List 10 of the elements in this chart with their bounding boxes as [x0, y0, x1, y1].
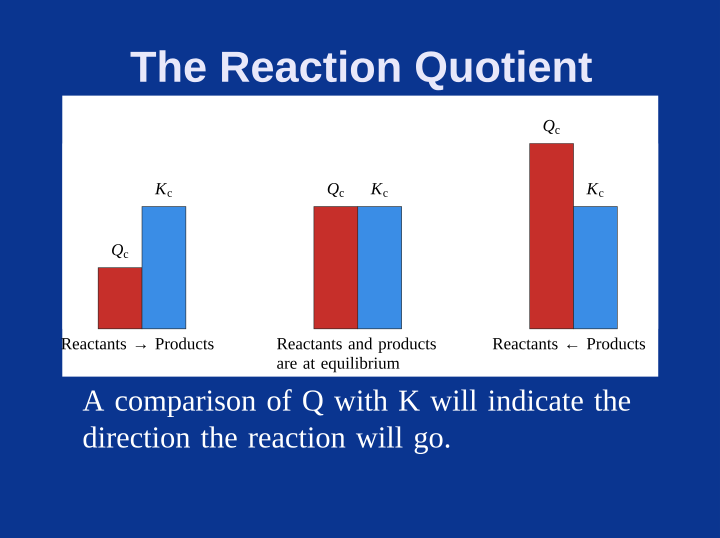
text: A comparison of Q with K will indicate the direction the reaction will go. [82, 389, 630, 454]
chart-title: The Reaction Quotient [130, 50, 592, 90]
x-tick-label: Reactants ← Products [492, 337, 646, 350]
x-tick-label: Reactants and products are at equilibrium [277, 337, 436, 372]
series-label: K$_{c}$ [154, 183, 172, 197]
series-label: Q$_{c}$ [544, 120, 560, 134]
text: Q$_{c}$ [112, 244, 128, 258]
text: K$_{c}$ [586, 183, 604, 197]
text: Q$_{c}$ [328, 182, 344, 197]
text: K$_{c}$ [370, 183, 388, 197]
